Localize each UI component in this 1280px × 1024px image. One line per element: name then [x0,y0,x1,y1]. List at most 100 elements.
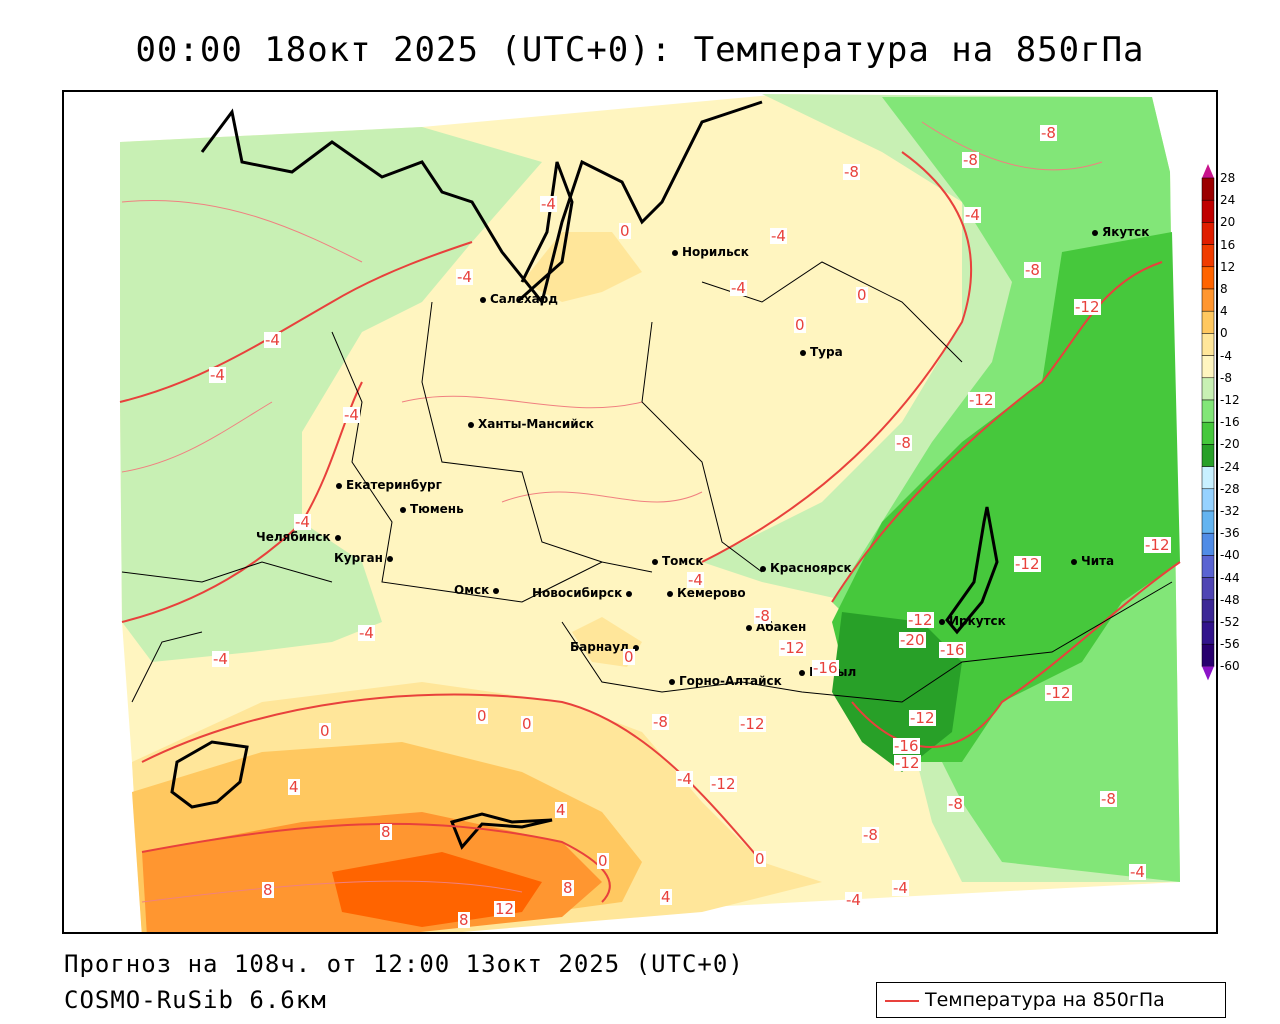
isotherm-label: 8 [562,879,574,897]
colorbar-tick-label: -28 [1220,481,1240,496]
colorbar-tick-label: -36 [1220,526,1240,541]
city-dot-icon [800,349,806,356]
isotherm-label: 0 [794,316,806,334]
colorbar-swatch [1201,488,1215,512]
colorbar-tick-label: 12 [1220,259,1236,274]
city-dot-icon [400,506,406,513]
forecast-info: Прогноз на 108ч. от 12:00 13окт 2025 (UT… [64,950,744,978]
zone-minus4 [120,127,542,662]
isotherm-label: -12 [739,715,766,733]
city-novosibirsk: Новосибирск [532,586,636,600]
colorbar-tick-label: 8 [1220,282,1228,296]
isotherm-label: -12 [907,611,934,629]
city-dot-icon [468,421,474,428]
isotherm-label: -12 [894,754,921,772]
arctic-coast [200,100,763,306]
isotherm-label: -8 [1100,790,1117,808]
zone-plus16 [332,852,542,927]
colorbar-swatch [1201,377,1215,401]
model-name: COSMO-RuSib 6.6км [64,986,327,1014]
city-gorno-altaysk: Горно-Алтайск [669,674,782,688]
city-krasnoyarsk: Красноярск [760,561,852,575]
city-tura: Тура [800,345,843,359]
colorbar-swatch [1201,444,1215,467]
city-dot-icon [669,678,675,685]
isotherm-label: -12 [1074,298,1101,316]
isotherm-label: -4 [676,770,693,788]
city-dot-icon [493,587,500,594]
isotherm-label: -20 [899,631,926,649]
city-khanty-mansiysk: Ханты-Мансийск [468,417,594,431]
colorbar-tick-label: 28 [1220,171,1236,185]
zone-warm-north [522,232,642,302]
colorbar-tick-label: 24 [1220,193,1236,208]
city-ekaterinburg: Екатеринбург [336,478,442,492]
colorbar-tick-label: -16 [1220,415,1240,430]
colorbar-tick-label: -32 [1220,504,1240,518]
colorbar-tick-label: 20 [1220,215,1236,230]
colorbar-tick-label: -24 [1220,459,1240,474]
isotherm-label: 0 [319,722,331,740]
isotherm-label: -8 [1024,261,1041,279]
isotherm-label: -8 [754,607,771,625]
isotherm-label: -12 [1014,555,1041,573]
colorbar-tick-label: -20 [1220,437,1240,452]
colorbar-tick-label: -44 [1220,570,1240,585]
legend-label: Температура на 850гПа [925,989,1165,1011]
isotherm-label: 0 [521,715,533,733]
colorbar-swatch [1201,333,1215,356]
colorbar-swatch [1201,199,1215,223]
isotherm-label: -8 [895,434,912,452]
colorbar-swatch [1201,222,1215,245]
city-dot-icon [1071,558,1077,565]
isotherm-label: 4 [555,801,567,819]
colorbar-swatch [1201,266,1215,290]
colorbar-swatch [1201,643,1215,667]
isotherm-label: -4 [212,650,229,668]
lake-baikal [945,506,999,635]
colorbar-swatch [1201,555,1215,578]
city-dot-icon [746,624,752,631]
colorbar-tick-label: -12 [1220,393,1240,407]
isotherm-label: 0 [623,648,635,666]
isotherm-label: -16 [893,737,920,755]
colorbar-swatch [1201,355,1215,379]
isotherm-label: -8 [1040,124,1057,142]
colorbar-tick-label: 16 [1220,237,1236,252]
isotherm-label: 12 [494,900,516,918]
isotherm-label: 4 [660,888,672,906]
city-tyumen: Тюмень [400,502,464,516]
isotherm-label: -4 [264,331,281,349]
isotherm-label: -12 [779,639,806,657]
isotherm-label: -8 [652,713,669,731]
balkhash [449,812,553,850]
colorbar [1200,160,1280,690]
colorbar-tick-label: -48 [1220,592,1240,607]
colorbar-tick-label: -40 [1220,548,1240,563]
zone-minus16 [832,612,962,772]
colorbar-tick-label: 4 [1220,304,1228,319]
isotherm-label: -4 [294,513,311,531]
isotherm-label: 0 [476,707,488,725]
map-canvas [119,94,1181,932]
isotherm-label: -4 [892,879,909,897]
colorbar-swatch [1201,288,1215,312]
city-dot-icon [334,534,341,541]
isotherm-label: 0 [597,852,609,870]
colorbar-swatch [1201,177,1215,201]
isotherm-label: -4 [540,195,557,213]
isotherm-label: -4 [845,891,862,909]
isotherm-label: -12 [710,775,737,793]
colorbar-tick-label: -4 [1220,348,1232,363]
colorbar-bottom-arrow [1202,666,1214,681]
isotherm-lines-thin [121,121,1103,903]
chart-title: 00:00 18окт 2025 (UTC+0): Температура на… [135,30,1145,70]
city-dot-icon [799,669,805,676]
isotherm-label: -16 [939,641,966,659]
city-dot-icon [667,590,673,597]
colorbar-tick-label: -56 [1220,637,1240,652]
city-yakutsk: Якутск [1092,225,1149,239]
colorbar-svg [1201,164,1215,681]
legend-box: Температура на 850гПа [876,982,1226,1018]
aral-sea [170,740,249,809]
